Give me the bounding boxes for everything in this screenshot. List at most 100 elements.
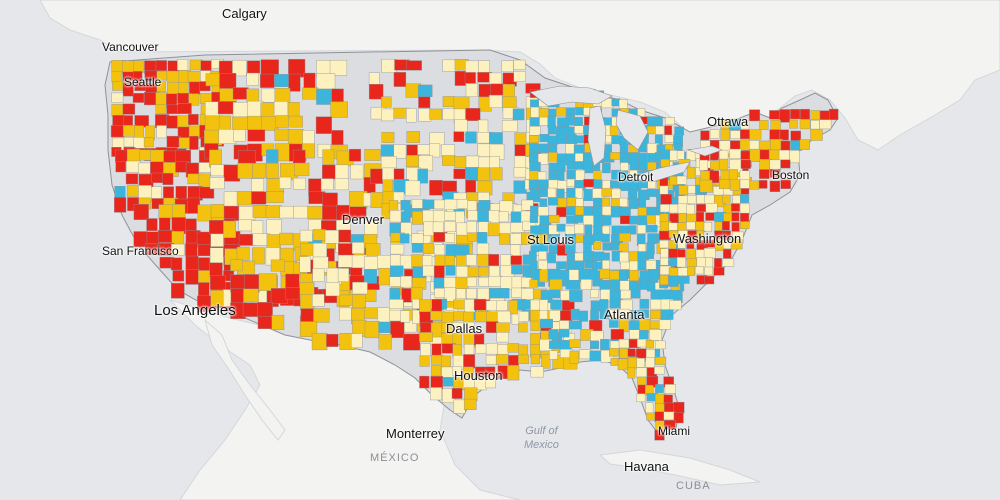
county-cell (455, 244, 470, 256)
county-cell (293, 205, 308, 219)
water-label-line-1: Gulf of (525, 425, 558, 437)
county-cell (601, 233, 610, 243)
county-cell (405, 180, 421, 197)
county-cell (740, 129, 750, 140)
county-cell (529, 250, 537, 262)
county-cell (404, 320, 417, 333)
city-label-boston[interactable]: Boston (772, 168, 810, 182)
county-cell (242, 302, 258, 317)
city-label-detroit[interactable]: Detroit (618, 170, 654, 184)
county-cell (569, 350, 579, 364)
county-cell (580, 279, 592, 290)
county-cell (233, 129, 246, 142)
city-label-washington[interactable]: Washington (673, 231, 742, 246)
county-cell (311, 332, 328, 351)
county-cell (452, 366, 462, 376)
county-cell (600, 339, 610, 350)
county-cell (270, 259, 285, 272)
county-cell (172, 204, 186, 220)
county-cell (496, 322, 510, 333)
county-cell (566, 197, 578, 207)
county-cell (731, 212, 740, 222)
county-cell (189, 81, 201, 95)
city-label-calgary[interactable]: Calgary (222, 6, 267, 21)
city-label-houston[interactable]: Houston (454, 368, 503, 383)
county-cell (758, 180, 768, 189)
county-cell (313, 308, 330, 323)
county-cell (111, 71, 123, 83)
county-cell (441, 144, 455, 158)
county-cell (315, 116, 332, 134)
county-cell (749, 180, 760, 190)
city-label-seattle[interactable]: Seattle (124, 75, 162, 89)
county-cell (609, 299, 621, 309)
city-label-los-angeles[interactable]: Los Angeles (154, 302, 236, 319)
city-label-denver[interactable]: Denver (342, 212, 384, 227)
county-cell (627, 367, 636, 379)
county-cell (719, 149, 729, 160)
county-cell (630, 289, 641, 299)
city-label-havana[interactable]: Havana (624, 459, 669, 474)
city-label-vancouver[interactable]: Vancouver (102, 40, 159, 54)
city-label-st-louis[interactable]: St Louis (527, 232, 574, 247)
county-cell (444, 287, 456, 302)
county-cell (292, 149, 306, 164)
county-cell (209, 275, 226, 290)
county-cell (485, 343, 498, 355)
county-cell (185, 269, 200, 285)
county-cell (593, 215, 603, 227)
city-label-ottawa[interactable]: Ottawa (707, 114, 749, 129)
county-cell (166, 70, 180, 82)
county-cell (453, 96, 470, 110)
county-cell (619, 280, 631, 291)
county-cell (390, 265, 404, 277)
county-cell (177, 59, 189, 71)
county-cell (619, 215, 631, 225)
county-cell (556, 261, 567, 270)
county-cell (422, 199, 435, 209)
city-label-san-francisco[interactable]: San Francisco (102, 244, 179, 258)
county-cell (499, 233, 510, 245)
county-cell (156, 125, 167, 139)
county-cell (660, 158, 670, 168)
city-label-dallas[interactable]: Dallas (446, 321, 483, 336)
county-cell (418, 155, 433, 172)
county-cell (326, 333, 339, 347)
county-cell (403, 333, 421, 351)
county-cell (320, 178, 334, 191)
city-label-miami[interactable]: Miami (658, 424, 690, 438)
county-cell (466, 220, 477, 234)
county-cell (209, 177, 225, 190)
county-cell (266, 149, 279, 163)
county-cell (508, 300, 518, 315)
county-cell (266, 163, 279, 179)
county-cell (539, 318, 553, 329)
county-cell (530, 333, 541, 346)
county-cell (151, 198, 164, 209)
county-cell (655, 340, 666, 350)
county-cell (419, 332, 433, 342)
county-cell (465, 179, 477, 194)
county-cell (199, 81, 211, 92)
county-cell (637, 224, 647, 234)
city-label-atlanta[interactable]: Atlanta (604, 307, 645, 322)
county-cell (431, 343, 442, 357)
county-cell (232, 59, 247, 77)
county-cell (589, 269, 598, 280)
county-cell (602, 225, 610, 235)
city-label-monterrey[interactable]: Monterrey (386, 426, 445, 441)
county-cell (368, 84, 384, 100)
county-cell (569, 339, 581, 348)
county-cell (729, 148, 742, 159)
county-cell (381, 132, 395, 143)
county-cell (538, 188, 549, 197)
county-cell (434, 265, 445, 279)
county-cell (769, 138, 783, 151)
county-cell (659, 274, 669, 285)
county-cell (619, 143, 628, 154)
county-cell (134, 125, 144, 138)
county-cell (205, 73, 220, 87)
country-label-cuba: CUBA (676, 480, 711, 492)
county-cell (434, 254, 446, 268)
